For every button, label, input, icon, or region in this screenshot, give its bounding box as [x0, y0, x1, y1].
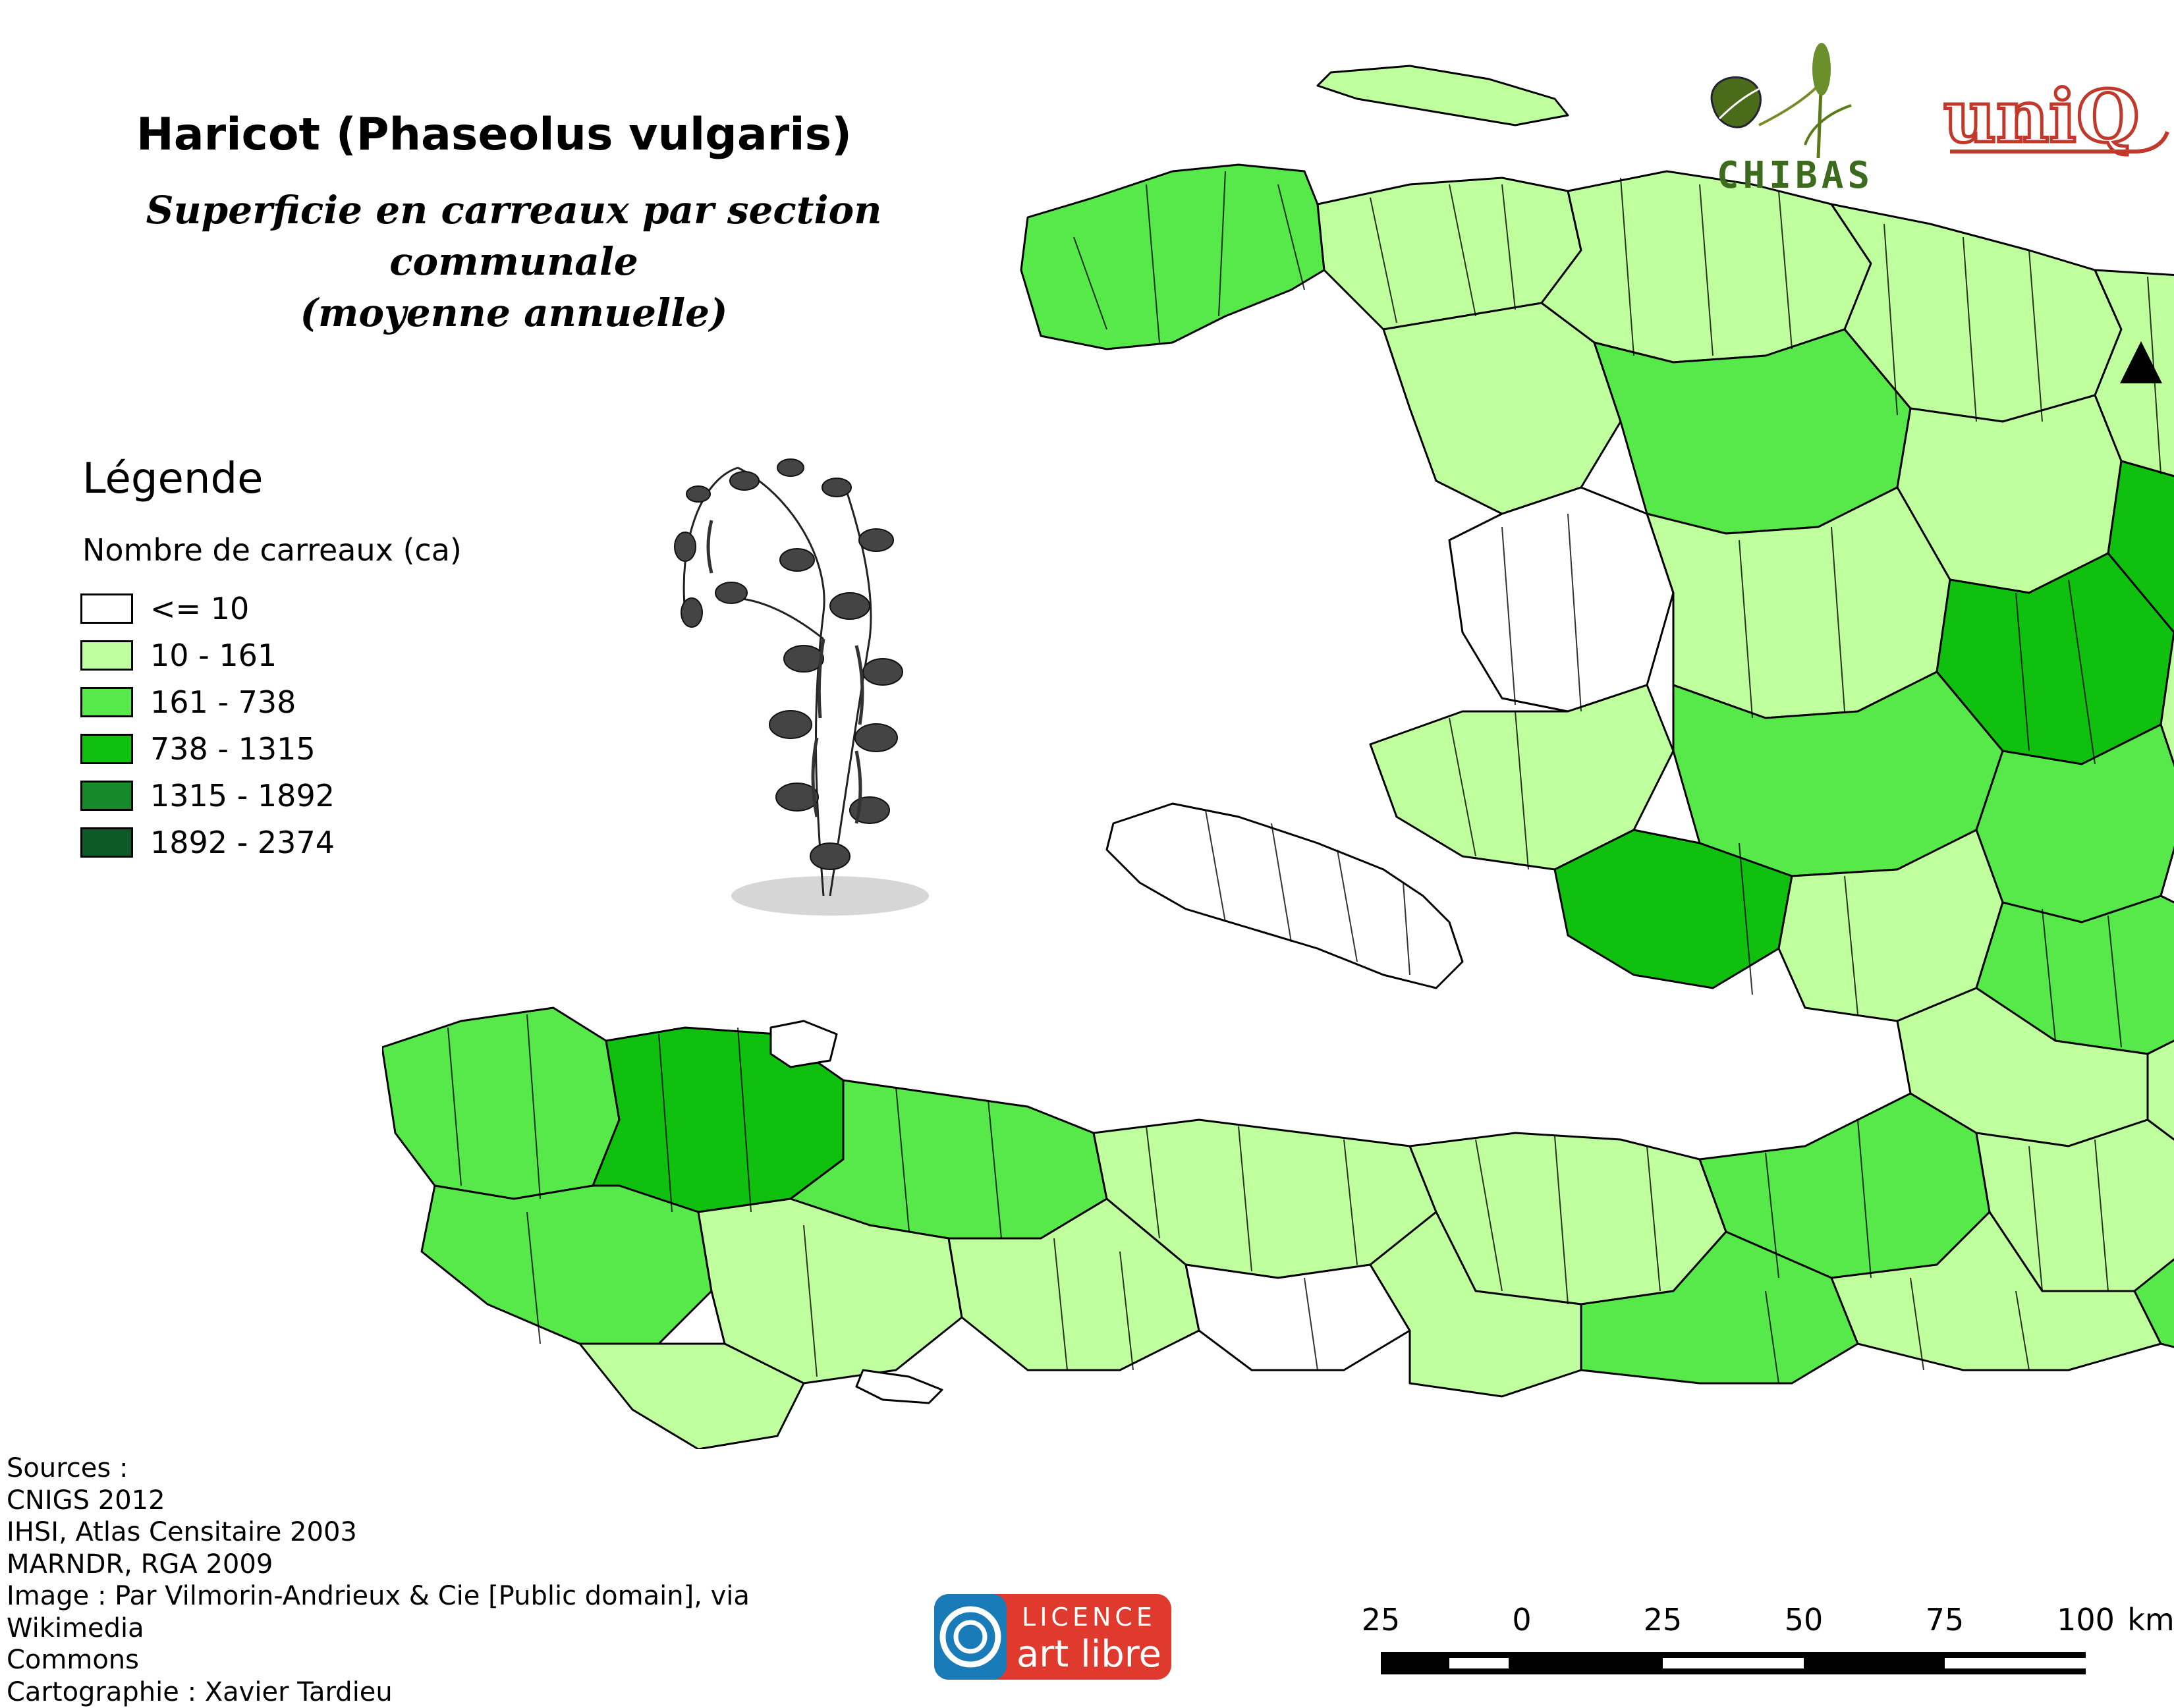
legend-subtitle: Nombre de carreaux (ca)	[82, 532, 462, 568]
legend-label: <= 10	[150, 590, 250, 626]
map-region-sud-coast	[578, 1342, 805, 1449]
legend-label: 161 - 738	[150, 684, 296, 720]
map-region-sud-interior	[697, 1198, 963, 1385]
legend-item: 1892 - 2374	[80, 819, 335, 866]
map-region-northwest	[1020, 163, 1325, 350]
choropleth-map	[382, 65, 2174, 1449]
map-region-north-interior	[1593, 328, 1912, 535]
legend-swatch	[80, 733, 133, 764]
uniq-logo: uniQ	[1942, 72, 2169, 161]
scale-tick-label: 25	[1362, 1602, 1401, 1638]
scale-tick-label: 0	[1512, 1602, 1531, 1638]
map-region-grande-anse-west	[382, 1006, 621, 1200]
map-region-artibonite-west	[1448, 486, 1675, 713]
legend-item: 10 - 161	[80, 632, 335, 678]
legend-swatch	[80, 593, 133, 624]
map-region-jacmel	[1580, 1230, 1859, 1385]
map-region-sud-est-west	[1185, 1263, 1411, 1371]
licence-art-libre-logo: LICENCE art libre	[934, 1594, 1171, 1680]
map-region-ile-a-vache	[855, 1369, 943, 1404]
legend-item: 161 - 738	[80, 678, 335, 725]
chibas-logo-text: CHIBAS	[1717, 154, 1874, 197]
scale-tick-label: 25	[1644, 1602, 1683, 1638]
legend-item: <= 10	[80, 585, 335, 632]
scale-bar-segment	[1449, 1658, 1509, 1668]
legend-title: Légende	[82, 455, 264, 503]
legend-item: 738 - 1315	[80, 725, 335, 772]
legend-label: 10 - 161	[150, 637, 277, 673]
map-region-centre-3	[2160, 846, 2174, 904]
licence-text-top: LICENCE	[1022, 1603, 1156, 1632]
legend: <= 10 10 - 161 161 - 738 738 - 1315 1315…	[80, 585, 335, 866]
map-region-centre	[2160, 631, 2174, 767]
scale-unit-label: km	[2127, 1602, 2174, 1638]
map-region-cayemites	[769, 1020, 838, 1068]
sources-text: Sources : CNIGS 2012 IHSI, Atlas Censita…	[7, 1453, 750, 1707]
map-region-sud-west	[420, 1184, 713, 1345]
legend-swatch	[80, 780, 133, 811]
map-region-belle-anse	[2133, 1258, 2174, 1348]
legend-item: 1315 - 1892	[80, 772, 335, 819]
chibas-logo: CHIBAS	[1710, 43, 1874, 197]
licence-text-bottom: art libre	[1017, 1633, 1161, 1676]
bean-plant-illustration	[674, 458, 929, 916]
map-region-northwest-interior	[1382, 302, 1622, 515]
map-region-tortue	[1316, 65, 1569, 126]
scale-tick-label: 100	[2057, 1602, 2115, 1638]
scale-bar-segment	[1945, 1658, 2086, 1668]
scale-tick-label: 75	[1926, 1602, 1965, 1638]
legend-label: 1315 - 1892	[150, 777, 335, 813]
north-arrow-icon	[2120, 341, 2162, 383]
scale-tick-label: 50	[1785, 1602, 1824, 1638]
legend-swatch	[80, 640, 133, 671]
scale-bar-segment	[1663, 1658, 1804, 1668]
uniq-logo-text: uniQ	[1943, 74, 2140, 159]
legend-label: 738 - 1315	[150, 730, 316, 767]
legend-label: 1892 - 2374	[150, 824, 335, 860]
legend-swatch	[80, 686, 133, 717]
scale-bar: 25 0 25 50 75 100 km	[1344, 1594, 2174, 1680]
map-subtitle: Superficie en carreaux par section commu…	[146, 188, 882, 335]
legend-swatch	[80, 827, 133, 858]
map-title: Haricot (Phaseolus vulgaris)	[136, 109, 852, 161]
map-region-gonave	[1105, 802, 1464, 989]
